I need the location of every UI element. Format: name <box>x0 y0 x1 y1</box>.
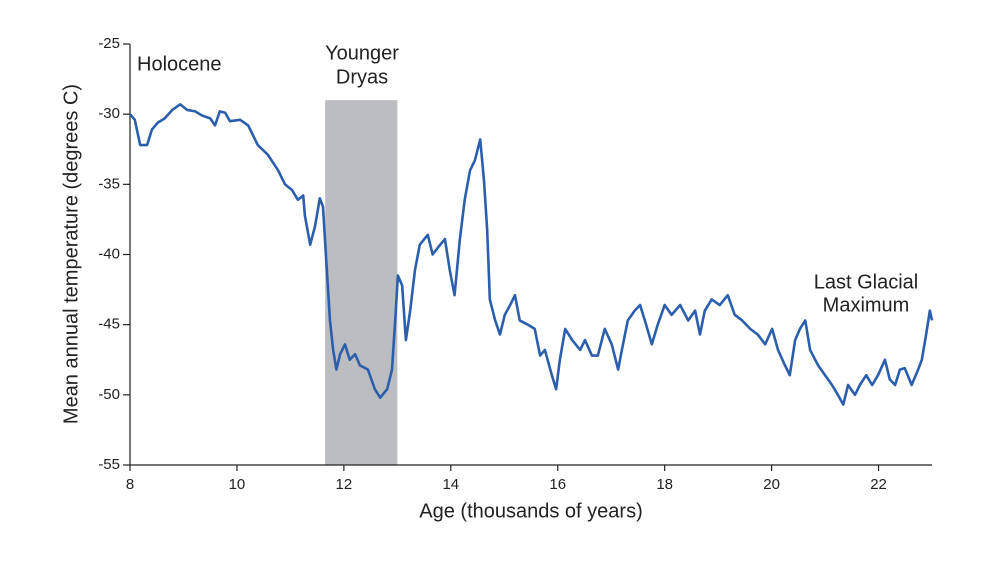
y-tick-label: -45 <box>98 316 120 333</box>
x-tick-label: 12 <box>336 476 353 493</box>
annotation: Last Glacial <box>814 271 919 293</box>
y-tick-label: -55 <box>98 456 120 473</box>
y-tick-label: -25 <box>98 35 120 52</box>
x-tick-label: 8 <box>126 476 134 493</box>
shaded-region <box>325 100 398 465</box>
data-line <box>129 103 934 406</box>
x-tick-label: 14 <box>442 476 459 493</box>
y-axis-label: Mean annual temperature (degrees C) <box>60 84 82 424</box>
annotation: Maximum <box>823 294 910 316</box>
y-tick-label: -30 <box>98 105 120 122</box>
x-tick-label: 16 <box>549 476 566 493</box>
x-tick-label: 10 <box>229 476 246 493</box>
annotation: Younger <box>325 42 399 64</box>
y-tick-label: -50 <box>98 386 120 403</box>
annotation: Dryas <box>336 66 388 88</box>
annotation: Holocene <box>137 53 222 75</box>
x-tick-label: 20 <box>763 476 780 493</box>
x-axis-label: Age (thousands of years) <box>419 500 642 522</box>
x-tick-label: 18 <box>656 476 673 493</box>
y-tick-label: -35 <box>98 175 120 192</box>
y-tick-label: -40 <box>98 245 120 262</box>
x-tick-label: 22 <box>870 476 887 493</box>
